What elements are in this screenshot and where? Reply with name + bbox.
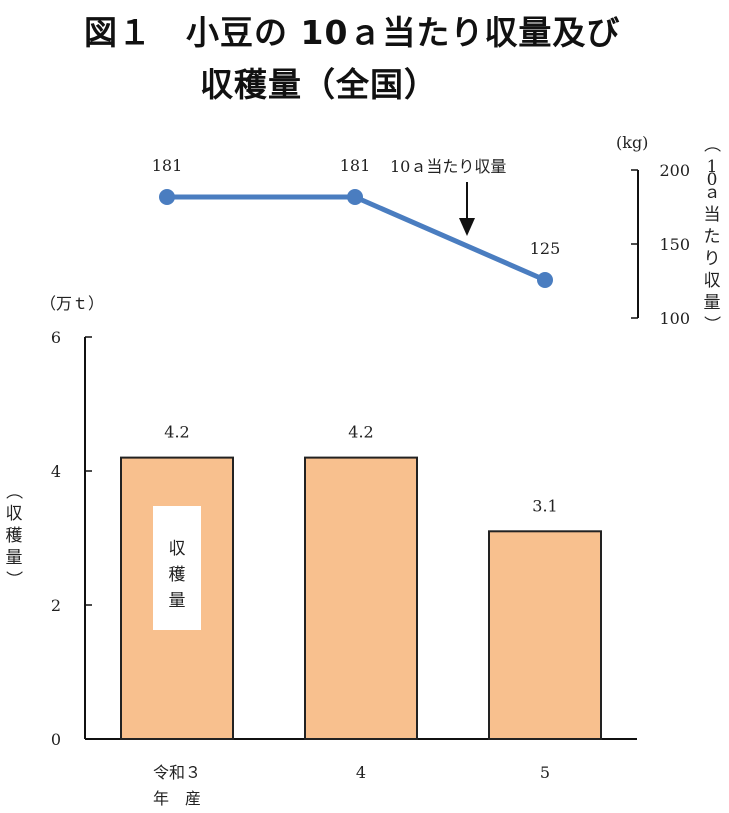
x-category-label-1: 4 xyxy=(356,763,366,782)
bar-y-tick-label-3: 6 xyxy=(51,328,61,347)
bar-y-axis-title-char-2: 穫 xyxy=(6,526,23,546)
bar-y-axis-title-char-1: 収 xyxy=(6,504,23,524)
bar-y-axis-title-char-4: ） xyxy=(3,571,23,588)
bar-y-tick-label-2: 4 xyxy=(51,462,61,481)
line-data-label-2: 125 xyxy=(530,239,561,258)
line-y-axis-title-char-3: ａ xyxy=(704,183,721,203)
bar-y-axis-title-char-3: 量 xyxy=(6,548,23,568)
x-category-label-0-line-0: 令和３ xyxy=(153,763,201,782)
bar-data-label-1: 4.2 xyxy=(348,423,373,442)
line-y-axis-title-char-7: 収 xyxy=(704,271,721,291)
line-annotation-arrow-head xyxy=(459,218,475,236)
line-y-tick-label-0: 100 xyxy=(659,309,690,328)
bar-series-label-char-2: 量 xyxy=(169,591,186,611)
chart-title-line1: 図１ 小豆の 10ａ当たり収量及び xyxy=(84,13,621,52)
bar-y-tick-label-0: 0 xyxy=(51,730,61,749)
x-category-label-0-line-1: 年 産 xyxy=(153,789,201,808)
bar-1 xyxy=(304,456,418,740)
line-series xyxy=(167,194,547,283)
bar-2 xyxy=(488,530,602,740)
line-y-axis-title-char-5: た xyxy=(704,227,721,247)
bar-data-label-2: 3.1 xyxy=(532,496,557,515)
line-y-axis-title-char-9: ） xyxy=(701,316,721,333)
line-y-axis-title-char-6: り xyxy=(704,249,721,269)
bar-series-label-char-1: 穫 xyxy=(169,565,186,585)
bar-unit-label: （万ｔ） xyxy=(40,294,104,313)
line-y-axis-title-char-4: 当 xyxy=(704,205,721,225)
line-y-axis-title-char-1: 1 xyxy=(707,157,718,177)
x-category-label-2: 5 xyxy=(540,763,550,782)
bar-series-label-box xyxy=(153,506,201,630)
bar-y-axis-title-char-0: （ xyxy=(3,483,23,500)
line-y-tick-label-1: 150 xyxy=(659,235,690,254)
line-y-axis-title-char-2: 0 xyxy=(707,170,718,190)
line-unit-label: (kg) xyxy=(616,133,648,152)
line-point-2 xyxy=(537,272,553,288)
line-point-1 xyxy=(347,189,363,205)
line-y-axis-title-char-0: （ xyxy=(701,136,721,153)
bar-y-tick-label-1: 2 xyxy=(51,596,61,615)
bar-series-label-char-0: 収 xyxy=(169,539,186,559)
line-point-0 xyxy=(159,189,175,205)
line-data-label-0: 181 xyxy=(152,156,183,175)
bar-data-label-0: 4.2 xyxy=(164,423,189,442)
chart-title-line2: 収穫量（全国） xyxy=(200,65,438,104)
line-y-tick-label-2: 200 xyxy=(659,161,690,180)
line-y-axis-title-char-8: 量 xyxy=(704,293,721,313)
line-data-label-1: 181 xyxy=(340,156,371,175)
line-annotation-label: 10ａ当たり収量 xyxy=(390,157,506,176)
